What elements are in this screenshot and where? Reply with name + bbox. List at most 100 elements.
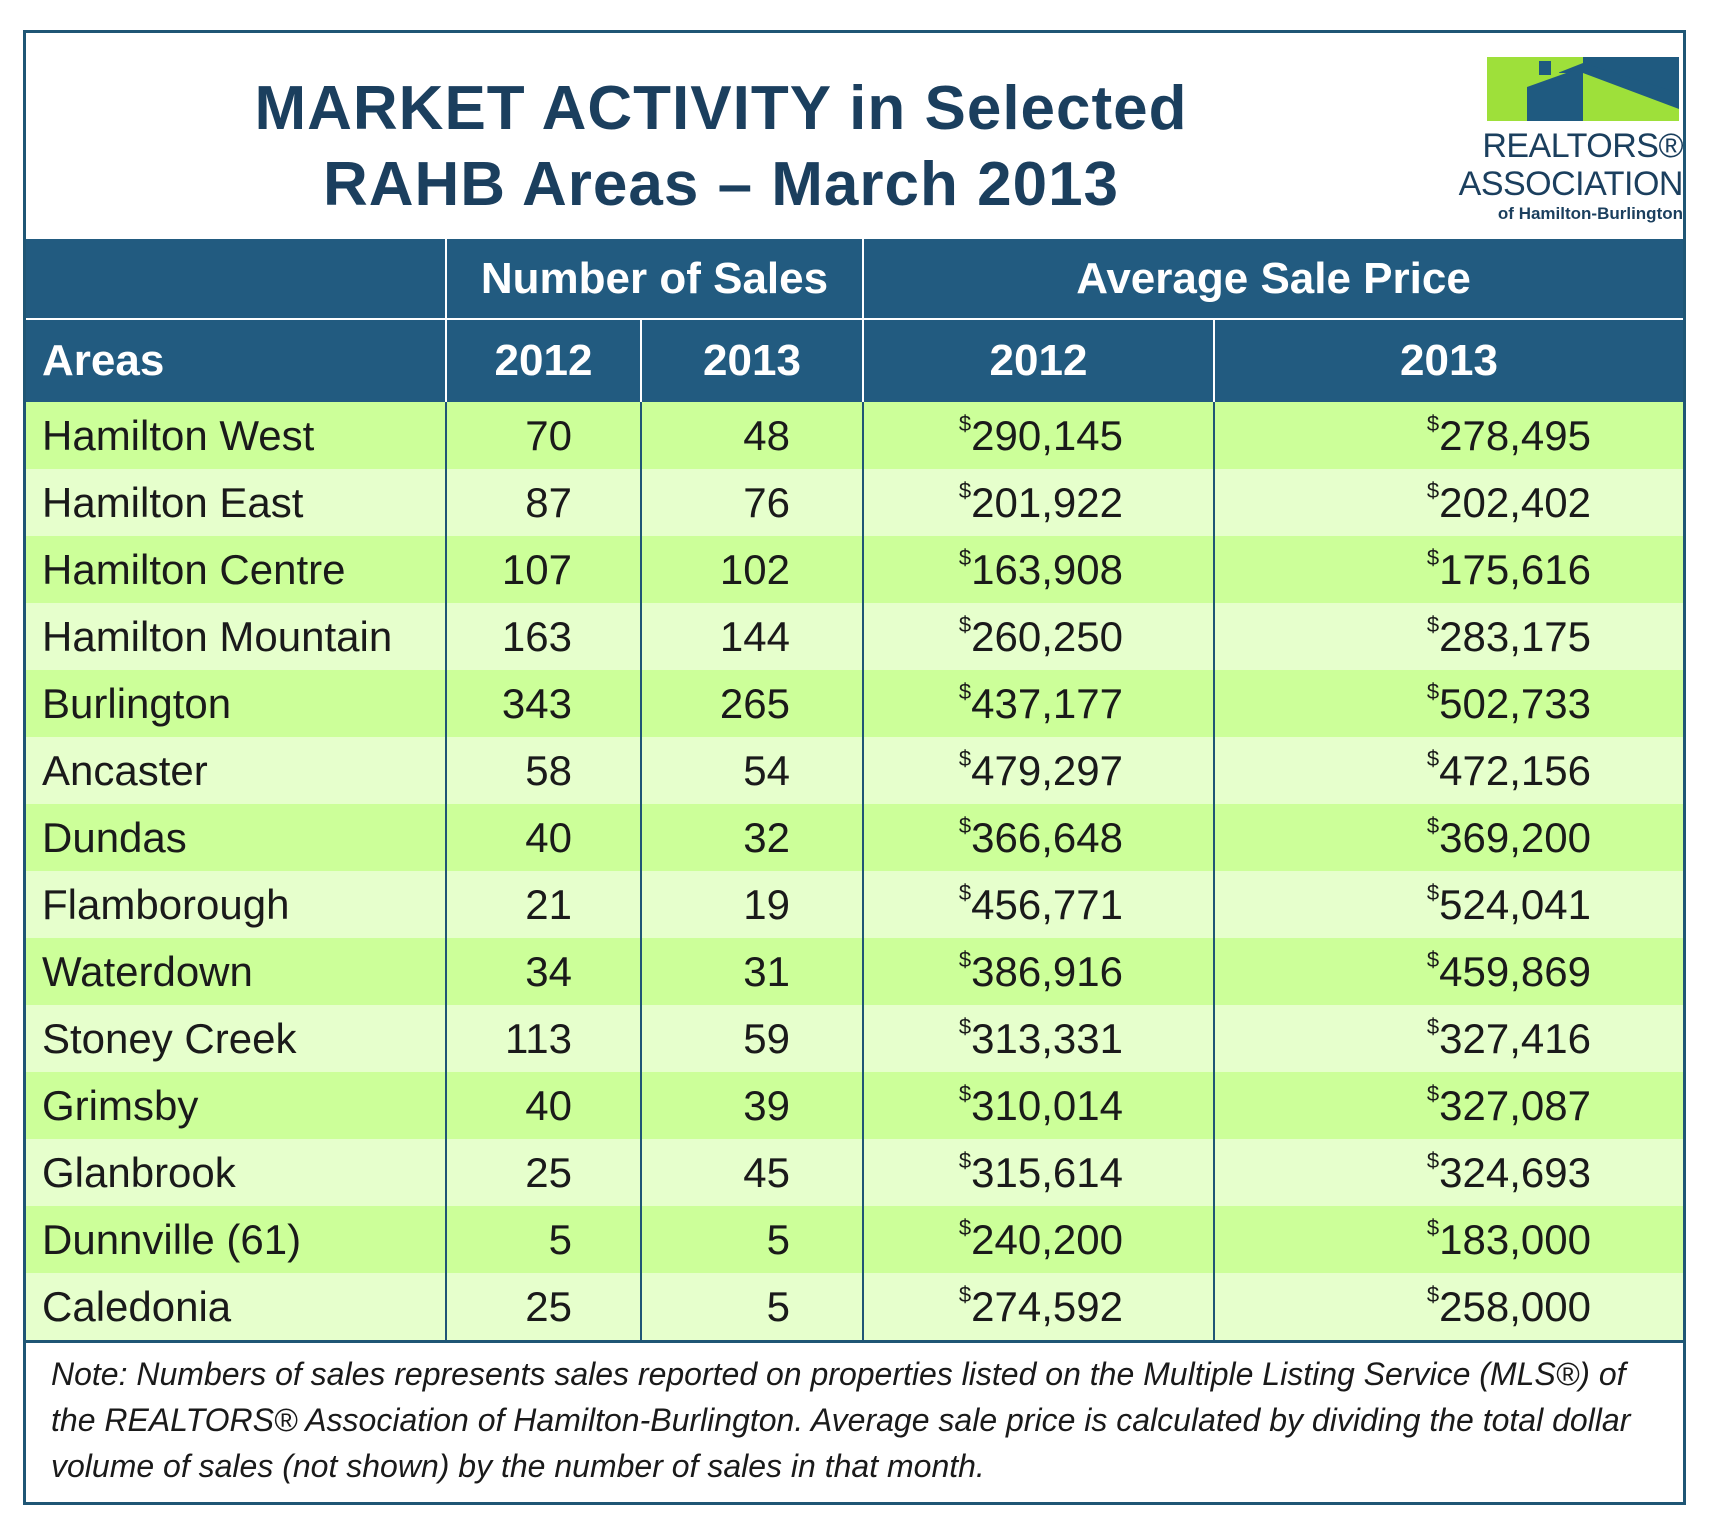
logo-text: REALTORS® ASSOCIATION of Hamilton-Burlin… [1441, 127, 1684, 225]
currency-symbol: $ [1426, 544, 1440, 570]
sales-2013-cell: 45 [640, 1139, 863, 1206]
footnote: Note: Numbers of sales represents sales … [51, 1356, 1631, 1484]
sales-2012-cell: 5 [445, 1206, 641, 1273]
price-value: 459,869 [1439, 947, 1591, 995]
price-value: 274,592 [971, 1282, 1123, 1330]
table-row: Hamilton Centre 107 102 $163,908 $175,616 [26, 536, 1683, 603]
sales-2013-cell: 39 [640, 1072, 863, 1139]
currency-symbol: $ [958, 1281, 972, 1307]
currency-symbol: $ [1426, 1080, 1440, 1106]
currency-symbol: $ [958, 1013, 972, 1039]
group-header-price: Average Sale Price [862, 239, 1683, 319]
price-2012-cell: $437,177 [862, 670, 1214, 737]
sales-2012-cell: 40 [445, 1072, 641, 1139]
table-row: Caledonia 25 5 $274,592 $258,000 [26, 1273, 1683, 1343]
table-row: Grimsby 40 39 $310,014 $327,087 [26, 1072, 1683, 1139]
price-2012-cell: $274,592 [862, 1273, 1214, 1343]
area-cell: Ancaster [26, 737, 446, 804]
currency-symbol: $ [1426, 745, 1440, 771]
price-value: 290,145 [971, 411, 1123, 459]
sales-2013-cell: 5 [640, 1273, 863, 1343]
currency-symbol: $ [1426, 1281, 1440, 1307]
price-value: 202,402 [1439, 478, 1591, 526]
area-cell: Stoney Creek [26, 1005, 446, 1072]
sales-2012-cell: 25 [445, 1273, 641, 1343]
sales-2012-cell: 87 [445, 469, 641, 536]
currency-symbol: $ [958, 611, 972, 637]
price-2013-cell: $472,156 [1213, 737, 1683, 804]
table-row: Dunnville (61) 5 5 $240,200 $183,000 [26, 1206, 1683, 1273]
table-row: Stoney Creek 113 59 $313,331 $327,416 [26, 1005, 1683, 1072]
price-2013-cell: $524,041 [1213, 871, 1683, 938]
logo-line-2: ASSOCIATION [1458, 165, 1684, 203]
area-cell: Burlington [26, 670, 446, 737]
sales-2013-cell: 31 [640, 938, 863, 1005]
price-2012-cell: $313,331 [862, 1005, 1214, 1072]
area-cell: Hamilton Mountain [26, 603, 446, 670]
area-cell: Hamilton Centre [26, 536, 446, 603]
table-row: Glanbrook 25 45 $315,614 $324,693 [26, 1139, 1683, 1206]
price-2013-cell: $327,087 [1213, 1072, 1683, 1139]
price-value: 437,177 [971, 679, 1123, 727]
sales-2013-cell: 19 [640, 871, 863, 938]
table-row: Burlington 343 265 $437,177 $502,733 [26, 670, 1683, 737]
price-2012-cell: $240,200 [862, 1206, 1214, 1273]
sales-2013-cell: 76 [640, 469, 863, 536]
area-cell: Flamborough [26, 871, 446, 938]
header-empty [26, 239, 446, 319]
sales-2012-cell: 58 [445, 737, 641, 804]
table-row: Hamilton West 70 48 $290,145 $278,495 [26, 402, 1683, 469]
price-value: 310,014 [971, 1081, 1123, 1129]
area-cell: Glanbrook [26, 1139, 446, 1206]
area-cell: Grimsby [26, 1072, 446, 1139]
price-2012-cell: $290,145 [862, 402, 1214, 469]
currency-symbol: $ [958, 1214, 972, 1240]
area-cell: Dunnville (61) [26, 1206, 446, 1273]
currency-symbol: $ [1426, 611, 1440, 637]
sales-2012-cell: 40 [445, 804, 641, 871]
price-2013-cell: $183,000 [1213, 1206, 1683, 1273]
currency-symbol: $ [958, 1080, 972, 1106]
price-2012-cell: $163,908 [862, 536, 1214, 603]
sales-2012-cell: 34 [445, 938, 641, 1005]
price-value: 479,297 [971, 746, 1123, 794]
price-value: 283,175 [1439, 612, 1591, 660]
price-value: 260,250 [971, 612, 1123, 660]
sales-2012-cell: 21 [445, 871, 641, 938]
currency-symbol: $ [1426, 1214, 1440, 1240]
table-row: Waterdown 34 31 $386,916 $459,869 [26, 938, 1683, 1005]
area-cell: Dundas [26, 804, 446, 871]
title-line-1: MARKET ACTIVITY in Selected [254, 74, 1188, 143]
page-title: MARKET ACTIVITY in Selected RAHB Areas –… [86, 71, 1356, 223]
price-value: 183,000 [1439, 1215, 1591, 1263]
price-value: 258,000 [1439, 1282, 1591, 1330]
price-2013-cell: $369,200 [1213, 804, 1683, 871]
price-value: 327,087 [1439, 1081, 1591, 1129]
title-line-2: RAHB Areas – March 2013 [322, 150, 1120, 219]
rahb-logo: REALTORS® ASSOCIATION of Hamilton-Burlin… [1441, 57, 1691, 227]
sales-2013-cell: 102 [640, 536, 863, 603]
currency-symbol: $ [958, 745, 972, 771]
price-value: 163,908 [971, 545, 1123, 593]
price-value: 278,495 [1439, 411, 1591, 459]
sales-2012-cell: 113 [445, 1005, 641, 1072]
price-value: 313,331 [971, 1014, 1123, 1062]
price-2013-cell: $327,416 [1213, 1005, 1683, 1072]
currency-symbol: $ [958, 410, 972, 436]
sales-2013-cell: 32 [640, 804, 863, 871]
table-row: Hamilton East 87 76 $201,922 $202,402 [26, 469, 1683, 536]
currency-symbol: $ [958, 1147, 972, 1173]
col-header-price-2012: 2012 [862, 318, 1214, 402]
price-2012-cell: $201,922 [862, 469, 1214, 536]
sales-2012-cell: 107 [445, 536, 641, 603]
sales-2013-cell: 59 [640, 1005, 863, 1072]
market-activity-panel: MARKET ACTIVITY in Selected RAHB Areas –… [23, 30, 1686, 1505]
price-2013-cell: $502,733 [1213, 670, 1683, 737]
currency-symbol: $ [958, 946, 972, 972]
price-value: 369,200 [1439, 813, 1591, 861]
currency-symbol: $ [958, 879, 972, 905]
price-value: 327,416 [1439, 1014, 1591, 1062]
price-2012-cell: $386,916 [862, 938, 1214, 1005]
area-cell: Caledonia [26, 1273, 446, 1343]
currency-symbol: $ [1426, 410, 1440, 436]
